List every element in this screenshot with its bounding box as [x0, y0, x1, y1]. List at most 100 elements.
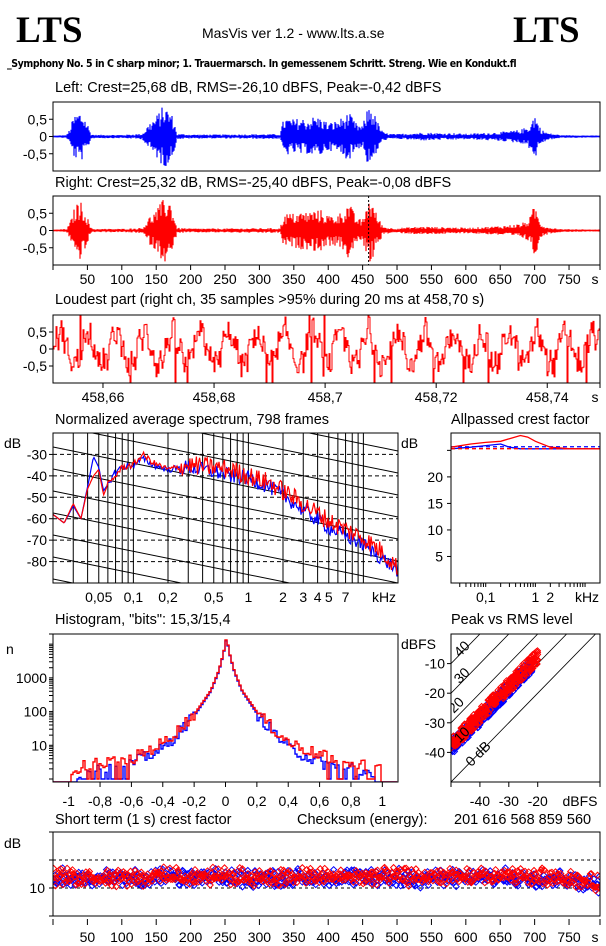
histogram-xtick-label: -0,2 [182, 793, 206, 809]
crest-factor-point-right [399, 874, 408, 883]
crest-factor-point-right [394, 867, 402, 875]
spectrum-ytick-label: -60 [27, 511, 47, 527]
crest-factor-point-right [53, 864, 58, 873]
crest-factor-point-right [345, 871, 353, 879]
spectrum-xtick-label: 0,2 [158, 589, 178, 605]
crest-factor-point-left [254, 881, 263, 890]
crest-factor-point-right [196, 874, 205, 883]
crest-factor-point-right [311, 875, 319, 883]
crest-factor-point-right [270, 869, 279, 878]
crest-factor-point-right [453, 870, 461, 879]
crest-factor-point-right [62, 872, 70, 880]
crest-factor-point-right [87, 873, 95, 881]
crest-factor-point-right [401, 877, 409, 886]
peak-vs-rms-point-right [461, 731, 470, 740]
spectrum-slope-line [53, 645, 398, 715]
peak-vs-rms-point-right [508, 680, 516, 688]
crest-factor-point-right [151, 869, 160, 878]
allpassed-ytick-label: 5 [435, 548, 443, 564]
peak-vs-rms-point-right [520, 659, 528, 667]
crest-factor-point-right [562, 880, 570, 888]
crest-factor-point-right [237, 869, 246, 877]
crest-factor-point-right [250, 882, 258, 890]
left-waveform-title: Left: Crest=25,68 dB, RMS=-26,10 dBFS, P… [55, 80, 442, 96]
peak-vs-rms-point-right [511, 670, 520, 678]
crest-factor-point-right [238, 865, 247, 873]
peak-vs-rms-crest-line [451, 634, 481, 664]
crest-factor-point-right [189, 876, 197, 884]
crest-factor-point-left [238, 883, 247, 891]
spectrum-slope-line [306, 433, 398, 452]
crest-factor-point-right [518, 874, 527, 882]
loudest-part-ytick-label: -0,5 [23, 358, 47, 374]
crest-factor-point-right [53, 882, 60, 890]
crest-factor-point-right [532, 869, 540, 878]
loudest-part-xtick-label: 458,74 [526, 389, 569, 405]
crest-factor-frame [52, 831, 601, 917]
crest-factor-plot [53, 859, 600, 897]
left-waveform-ytick-label: -0,5 [23, 146, 47, 162]
peak-vs-rms-point-right [496, 687, 504, 696]
crest-factor-point-right [76, 875, 85, 883]
crest-factor-point-right [285, 876, 293, 884]
crest-factor-point-right [507, 872, 516, 881]
peak-vs-rms-crest-label: 20 [445, 694, 467, 716]
spectrum-ytick-label: -70 [27, 532, 47, 548]
checksum-label: Checksum (energy): [297, 812, 428, 828]
peak-vs-rms-crest-label: 30 [450, 664, 472, 686]
spectrum-xtick-label: 4 [314, 589, 322, 605]
right-waveform-xtick-label: 750 [557, 271, 581, 287]
peak-vs-rms-point-right [500, 681, 508, 690]
histogram-xtick-label: 0,4 [278, 793, 298, 809]
right-waveform-xtick-label: 400 [317, 271, 341, 287]
peak-vs-rms-point-right [482, 711, 490, 719]
crest-factor-point-right [537, 866, 545, 874]
spectrum-slope-line [53, 512, 398, 583]
crest-factor-point-right [445, 876, 453, 884]
crest-factor-point-right [246, 871, 255, 880]
crest-factor-point-left [131, 865, 139, 874]
crest-factor-point-right [566, 879, 574, 887]
crest-factor-point-right [275, 881, 283, 890]
peak-vs-rms-point-right [451, 742, 459, 750]
histogram-ytick-label: 10 [31, 737, 47, 753]
crest-factor-point-right [210, 873, 218, 881]
crest-factor-point-right [321, 864, 329, 873]
peak-vs-rms-point-right [477, 707, 486, 715]
crest-factor-point-left [595, 872, 600, 881]
crest-factor-point-left [490, 880, 499, 888]
peak-vs-rms-crest-line [451, 634, 510, 694]
histogram-xtick-label: 0 [222, 793, 230, 809]
crest-factor-xtick-label: 250 [213, 929, 237, 945]
peak-vs-rms-point-right [453, 731, 462, 740]
crest-factor-point-right [570, 879, 578, 887]
crest-factor-point-right [73, 869, 81, 878]
crest-factor-point-right [490, 876, 498, 885]
crest-factor-xtick-label: 350 [282, 929, 306, 945]
crest-factor-point-right [380, 863, 389, 872]
crest-factor-point-left [501, 864, 510, 872]
crest-factor-point-right [293, 878, 301, 887]
crest-factor-point-right [131, 866, 139, 875]
crest-factor-point-right [316, 865, 324, 873]
logo-right: LTS [513, 10, 580, 51]
crest-factor-point-left [273, 881, 282, 889]
peak-vs-rms-xtick-label: -20 [528, 793, 548, 809]
crest-factor-point-right [74, 879, 82, 888]
crest-factor-point-right [112, 882, 121, 891]
crest-factor-point-right [304, 877, 312, 886]
crest-factor-point-right [551, 868, 560, 876]
crest-factor-point-right [306, 864, 315, 873]
allpassed-xtick-label: 2 [546, 589, 554, 605]
right-waveform-xtick-label: 150 [145, 271, 169, 287]
left-waveform-ytick-label: 0 [39, 129, 47, 145]
crest-factor-point-right [63, 864, 71, 873]
crest-factor-point-right [174, 866, 182, 875]
crest-factor-point-right [513, 878, 521, 887]
right-waveform-xtick-label: 650 [489, 271, 513, 287]
crest-factor-point-right [310, 869, 318, 877]
histogram-xtick-label: 0,8 [341, 793, 361, 809]
crest-factor-point-right [536, 875, 544, 884]
crest-factor-xtick-label: 400 [317, 929, 341, 945]
spectrum-slope-line [53, 601, 398, 671]
